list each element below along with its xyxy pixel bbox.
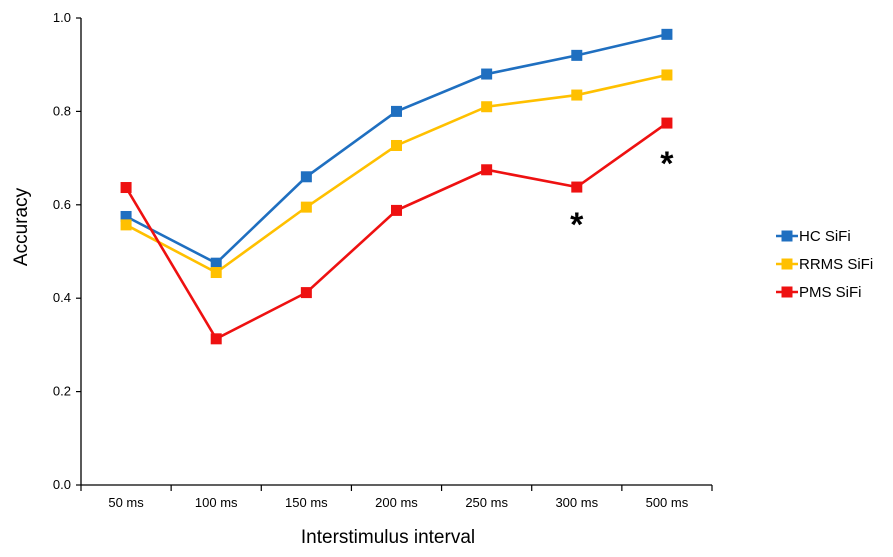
x-tick-label: 50 ms — [108, 495, 144, 510]
y-tick-label: 0.4 — [53, 290, 71, 305]
series-line-rrms-sifi — [125, 73, 668, 275]
y-axis-title: Accuracy — [11, 187, 32, 266]
data-point-pms-sifi — [120, 182, 132, 194]
x-tick-label: 200 ms — [375, 495, 418, 510]
axes — [80, 18, 712, 486]
y-tick-label: 0.2 — [53, 384, 71, 399]
annotations: ** — [570, 145, 674, 244]
x-axis-title: Interstimulus interval — [301, 527, 475, 548]
x-tick-label: 250 ms — [465, 495, 508, 510]
data-point-rrms-sifi — [300, 201, 312, 213]
data-point-hc-sifi — [120, 210, 132, 222]
data-point-rrms-sifi — [391, 139, 402, 151]
legend-label: PMS SiFi — [799, 284, 862, 301]
significance-asterisk: * — [570, 206, 584, 244]
legend: HC SiFi RRMS SiFi PMS SiFi — [776, 228, 873, 301]
x-tick-label: 100 ms — [195, 495, 238, 510]
data-point-pms-sifi — [300, 287, 312, 299]
series-line-pms-sifi — [124, 122, 668, 341]
data-point-pms-sifi — [391, 204, 402, 216]
data-point-hc-sifi — [210, 257, 222, 269]
data-point-pms-sifi — [661, 117, 673, 129]
series-points — [120, 28, 673, 345]
data-point-pms-sifi — [210, 333, 222, 345]
data-point-hc-sifi — [571, 49, 583, 61]
x-axis-ticks: 50 ms 100 ms 150 ms 200 ms 250 ms 300 ms 500 m… — [80, 485, 713, 510]
x-tick-label: 500 ms — [646, 495, 689, 510]
y-tick-label: 1.0 — [53, 10, 71, 25]
legend-label: RRMS SiFi — [799, 256, 873, 273]
data-point-pms-sifi — [571, 181, 583, 193]
data-point-rrms-sifi — [210, 267, 222, 279]
data-point-rrms-sifi — [481, 101, 493, 113]
series-lines — [124, 33, 668, 341]
y-tick-label: 0.8 — [53, 103, 71, 118]
y-tick-label: 0.0 — [53, 477, 71, 492]
legend-label: HC SiFi — [799, 228, 851, 245]
y-tick-label: 0.6 — [53, 197, 71, 212]
data-point-rrms-sifi — [661, 69, 673, 81]
legend-marker — [781, 258, 793, 270]
legend-marker — [781, 230, 793, 242]
y-axis-ticks: 0.0 0.2 0.4 0.6 0.8 1.0 — [53, 10, 81, 492]
data-point-rrms-sifi — [571, 89, 583, 101]
data-point-hc-sifi — [300, 171, 312, 183]
data-point-hc-sifi — [391, 105, 402, 117]
legend-marker — [781, 286, 793, 298]
x-tick-label: 150 ms — [285, 495, 328, 510]
data-point-hc-sifi — [481, 68, 493, 80]
significance-asterisk: * — [660, 145, 674, 183]
x-tick-label: 300 ms — [555, 495, 598, 510]
data-point-pms-sifi — [481, 164, 493, 176]
data-point-hc-sifi — [661, 28, 673, 40]
data-point-rrms-sifi — [120, 219, 132, 231]
